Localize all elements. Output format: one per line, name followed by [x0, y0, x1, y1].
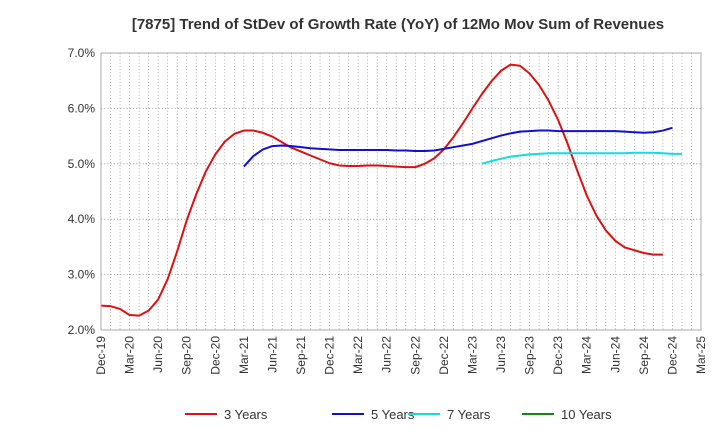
series-line-5-years — [243, 126, 673, 168]
y-tick-label: 6.0% — [68, 101, 96, 115]
x-tick-label: Jun-21 — [265, 336, 279, 373]
y-axis-tick-labels: 2.0% 3.0% 4.0% 5.0% 6.0% 7.0% — [68, 46, 96, 337]
legend-label-10-years: 10 Years — [561, 407, 612, 422]
x-tick-label: Mar-22 — [351, 336, 365, 374]
x-tick-label: Jun-22 — [380, 336, 394, 373]
legend-label-7-years: 7 Years — [447, 407, 491, 422]
gridlines — [101, 53, 701, 330]
plot-border — [100, 52, 702, 331]
y-tick-label: 3.0% — [68, 268, 96, 282]
series-line-7-years — [481, 151, 682, 165]
x-tick-label: Dec-24 — [665, 336, 679, 375]
y-tick-label: 4.0% — [68, 212, 96, 226]
x-tick-label: Sep-23 — [523, 336, 537, 375]
x-tick-label: Mar-23 — [465, 336, 479, 374]
legend-label-3-years: 3 Years — [224, 407, 268, 422]
x-tick-label: Dec-21 — [323, 336, 337, 375]
x-tick-label: Mar-24 — [580, 336, 594, 374]
x-axis-tick-labels: Dec-19 Mar-20 Jun-20 Sep-20 Dec-20 Mar-21 Jun-… — [94, 336, 708, 375]
x-tick-label: Sep-22 — [408, 336, 422, 375]
x-tick-label: Mar-25 — [694, 336, 708, 374]
legend-label-5-years: 5 Years — [371, 407, 415, 422]
y-tick-label: 5.0% — [68, 157, 96, 171]
x-tick-label: Dec-23 — [551, 336, 565, 375]
x-tick-label: Sep-21 — [294, 336, 308, 375]
y-tick-label: 2.0% — [68, 323, 96, 337]
x-tick-label: Dec-20 — [208, 336, 222, 375]
series-lines — [100, 63, 682, 317]
plot-area — [101, 53, 701, 330]
plot-frame — [100, 52, 702, 331]
x-tick-label: Mar-20 — [123, 336, 137, 374]
chart-title: [7875] Trend of StDev of Growth Rate (Yo… — [132, 16, 664, 33]
x-tick-label: Mar-21 — [237, 336, 251, 374]
legend: 3 Years 5 Years 7 Years 10 Years — [185, 407, 612, 422]
x-tick-label: Dec-19 — [94, 336, 108, 375]
x-tick-label: Sep-24 — [637, 336, 651, 375]
plot-background — [101, 53, 701, 330]
series-line-3-years — [100, 63, 663, 317]
x-tick-label: Jun-23 — [494, 336, 508, 373]
x-tick-label: Jun-24 — [608, 336, 622, 373]
x-tick-label: Jun-20 — [151, 336, 165, 373]
x-tick-label: Dec-22 — [437, 336, 451, 375]
y-tick-label: 7.0% — [68, 46, 96, 60]
x-tick-label: Sep-20 — [180, 336, 194, 375]
